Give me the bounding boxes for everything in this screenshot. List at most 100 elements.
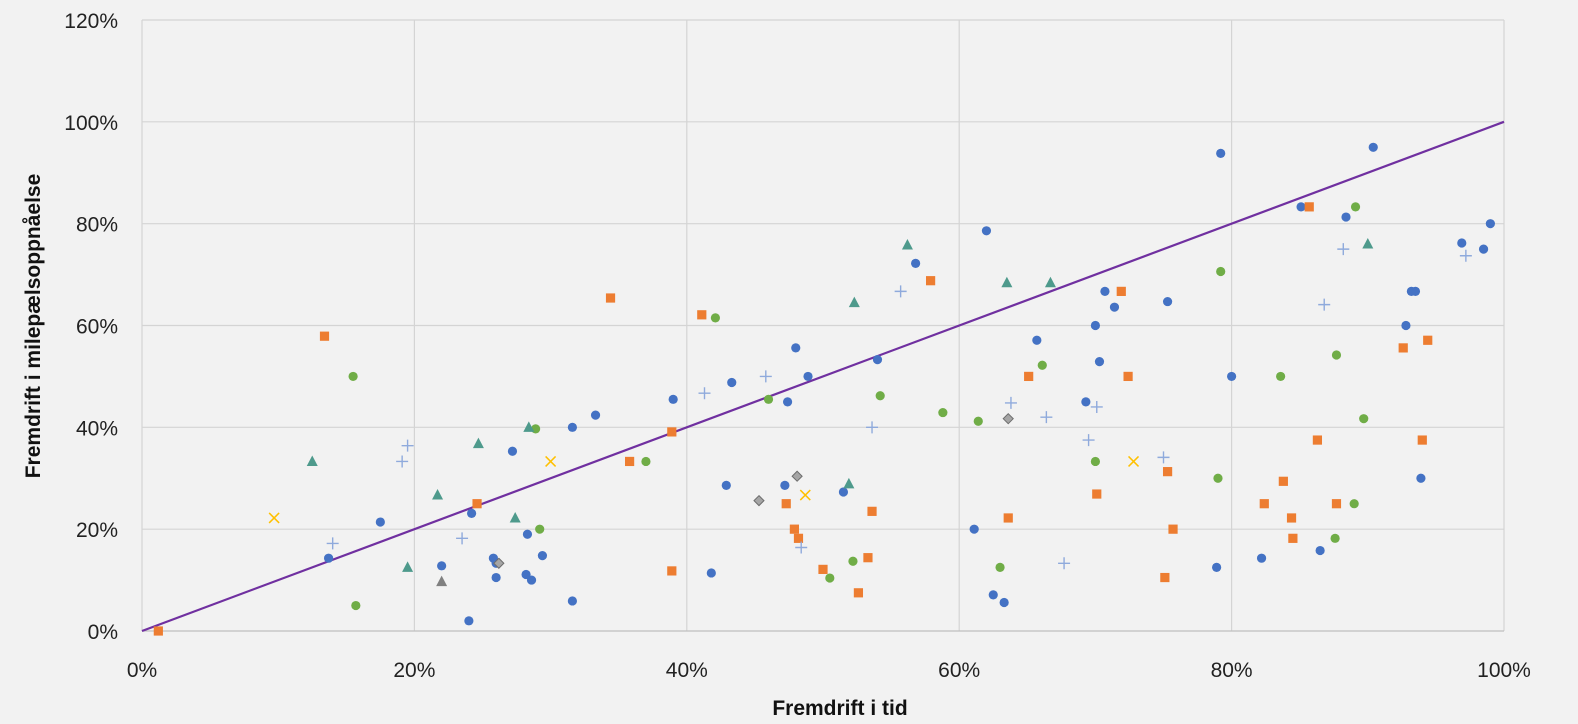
data-point-triangle xyxy=(523,421,535,432)
data-point-circle xyxy=(721,480,731,490)
data-point-circle xyxy=(710,313,721,323)
data-point-plus xyxy=(456,532,469,545)
data-point-square xyxy=(1286,513,1297,523)
data-point-circle xyxy=(1330,533,1340,543)
data-point-plus xyxy=(1004,396,1017,409)
data-point-plus xyxy=(1157,451,1170,464)
y-tick-label: 80% xyxy=(76,214,118,237)
data-point-circle xyxy=(537,551,548,561)
data-point-triangle xyxy=(901,239,913,250)
data-point-square xyxy=(925,276,936,286)
data-point-plus xyxy=(1040,411,1053,424)
data-point-circle xyxy=(848,556,858,566)
data-point-square xyxy=(1123,371,1133,382)
data-point-square xyxy=(1312,435,1323,445)
data-point-circle xyxy=(351,600,361,611)
data-point-circle xyxy=(1401,320,1411,331)
data-point-circle xyxy=(1350,202,1361,212)
reference-diagonal-line xyxy=(141,120,1505,633)
y-tick-label: 100% xyxy=(64,112,118,135)
data-point-square xyxy=(319,331,330,341)
data-point-triangle xyxy=(1044,276,1056,288)
data-point-circle xyxy=(567,422,577,432)
data-point-square xyxy=(1168,524,1178,534)
y-tick-label: 0% xyxy=(88,621,118,644)
data-point-circle xyxy=(999,597,1009,608)
y-tick-label: 40% xyxy=(76,417,118,440)
data-points xyxy=(153,142,1495,636)
data-point-square xyxy=(1024,371,1034,382)
data-point-circle xyxy=(491,572,501,583)
data-point-circle xyxy=(763,394,774,404)
x-tick-label: 20% xyxy=(393,659,435,682)
data-point-square xyxy=(1259,499,1269,509)
x-tick-label: 0% xyxy=(127,659,157,682)
data-point-plus xyxy=(894,285,907,298)
data-point-circle xyxy=(522,529,533,539)
x-tick-label: 60% xyxy=(938,659,980,682)
data-point-circle xyxy=(1331,350,1342,360)
data-point-square xyxy=(605,293,616,303)
data-point-circle xyxy=(1368,142,1378,152)
data-point-circle xyxy=(825,573,835,583)
data-point-circle xyxy=(1227,371,1237,382)
data-point-diamond xyxy=(1002,412,1014,425)
data-point-square xyxy=(1398,343,1408,353)
data-point-diamond xyxy=(753,494,765,507)
data-point-circle xyxy=(1478,244,1489,254)
data-point-circle xyxy=(641,456,651,467)
data-point-circle xyxy=(375,517,385,527)
data-point-circle xyxy=(1216,266,1226,277)
data-point-circle xyxy=(803,371,813,382)
data-point-circle xyxy=(973,416,983,426)
x-tick-label: 40% xyxy=(666,659,708,682)
data-point-square xyxy=(818,564,828,574)
data-point-circle xyxy=(1276,371,1286,382)
data-point-triangle xyxy=(848,296,860,308)
data-point-plus xyxy=(866,421,879,434)
data-point-circle xyxy=(780,480,790,490)
data-point-circle xyxy=(1410,286,1421,296)
data-point-circle xyxy=(1094,357,1105,367)
data-point-circle xyxy=(995,562,1005,572)
data-point-diamond xyxy=(791,470,803,482)
data-point-circle xyxy=(1485,219,1495,229)
data-point-square xyxy=(867,506,877,516)
data-point-square xyxy=(793,533,804,543)
data-point-plus xyxy=(759,370,772,383)
data-point-triangle xyxy=(432,489,444,500)
data-point-square xyxy=(853,588,864,598)
data-point-plus xyxy=(401,439,414,452)
data-point-circle xyxy=(1213,473,1223,483)
data-point-triangle xyxy=(306,455,318,466)
data-point-circle xyxy=(1341,212,1351,222)
data-point-circle xyxy=(1090,320,1100,331)
data-point-triangle xyxy=(843,477,855,489)
data-point-triangle xyxy=(436,575,448,587)
data-point-circle xyxy=(791,343,801,353)
data-point-plus xyxy=(326,537,339,550)
y-axis-title: Fremdrift i milepælsoppnåelse xyxy=(22,174,45,479)
data-point-circle xyxy=(1109,302,1120,312)
data-point-circle xyxy=(567,596,577,606)
data-point-circle xyxy=(1032,335,1042,345)
data-point-circle xyxy=(1090,456,1100,467)
data-point-square xyxy=(624,456,635,467)
data-point-circle xyxy=(1081,397,1091,407)
data-point-circle xyxy=(988,590,998,600)
data-point-circle xyxy=(668,394,678,404)
data-point-circle xyxy=(838,487,849,497)
data-point-plus xyxy=(795,541,808,554)
data-point-square xyxy=(1288,533,1298,543)
data-point-plus xyxy=(1459,249,1472,262)
data-point-circle xyxy=(706,568,716,578)
data-point-circle xyxy=(727,377,737,388)
data-point-circle xyxy=(464,616,474,626)
data-point-circle xyxy=(1416,473,1426,483)
data-point-square xyxy=(1331,499,1342,509)
data-point-triangle xyxy=(1362,238,1374,249)
data-point-circle xyxy=(782,397,793,407)
data-point-circle xyxy=(1349,499,1359,509)
data-point-square xyxy=(1116,286,1126,296)
